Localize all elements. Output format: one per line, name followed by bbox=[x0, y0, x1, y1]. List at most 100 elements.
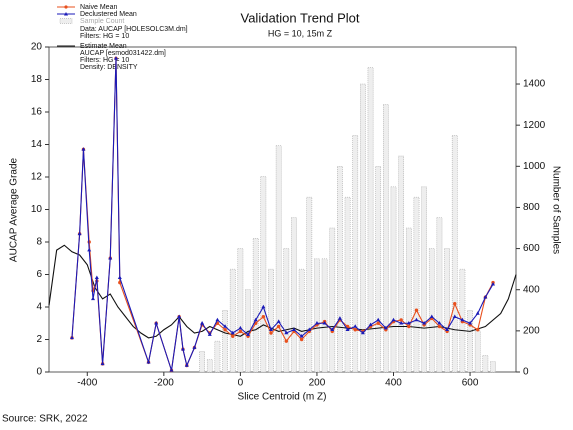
point bbox=[376, 321, 380, 325]
point bbox=[261, 304, 266, 309]
point bbox=[192, 345, 197, 349]
legend-symbol bbox=[64, 5, 68, 9]
legend-note: Filters: HG = 10 bbox=[80, 33, 129, 40]
y-tick-label: 16 bbox=[31, 107, 43, 118]
bar bbox=[275, 145, 282, 373]
legend-symbol bbox=[64, 12, 68, 16]
x-tick-label: 200 bbox=[309, 378, 326, 389]
point bbox=[284, 330, 289, 335]
point bbox=[483, 295, 488, 299]
point bbox=[491, 282, 496, 286]
point bbox=[337, 316, 342, 320]
y2-tick-label: 800 bbox=[523, 202, 540, 213]
point bbox=[223, 328, 227, 332]
y2-tick-label: 400 bbox=[523, 284, 540, 295]
point bbox=[91, 296, 96, 301]
point bbox=[180, 347, 185, 351]
legend-note: Density: DENSITY bbox=[80, 64, 138, 71]
point bbox=[468, 321, 473, 325]
point bbox=[330, 327, 335, 332]
x-tick-label: 0 bbox=[238, 378, 244, 389]
y-tick-label: 6 bbox=[36, 269, 42, 280]
y-axis-label: AUCAP Average Grade bbox=[9, 157, 20, 262]
bar bbox=[314, 258, 320, 373]
y-tick-label: 20 bbox=[31, 42, 43, 53]
point bbox=[399, 318, 403, 322]
point bbox=[276, 324, 281, 329]
point bbox=[407, 324, 411, 329]
point bbox=[376, 317, 381, 322]
y-tick-label: 0 bbox=[36, 367, 42, 378]
bar bbox=[467, 310, 473, 373]
bar bbox=[428, 248, 435, 373]
point bbox=[69, 335, 74, 340]
x-tick-label: -200 bbox=[154, 378, 174, 389]
legend-label: Estimate Mean bbox=[80, 43, 127, 50]
bar bbox=[252, 238, 259, 373]
point bbox=[200, 321, 205, 325]
bar bbox=[375, 166, 382, 373]
point bbox=[360, 330, 365, 335]
point bbox=[261, 315, 266, 319]
bar bbox=[383, 104, 389, 373]
series-line bbox=[71, 58, 494, 371]
bar bbox=[206, 359, 213, 373]
y-tick-label: 2 bbox=[36, 334, 42, 345]
x-tick-label: 600 bbox=[462, 378, 479, 389]
point bbox=[460, 317, 465, 322]
point bbox=[184, 363, 189, 367]
bar bbox=[474, 330, 481, 373]
bar bbox=[398, 155, 405, 373]
chart-subtitle: HG = 10, 15m Z bbox=[268, 28, 333, 38]
point bbox=[87, 247, 92, 252]
point bbox=[299, 337, 304, 342]
bar bbox=[360, 83, 366, 373]
y2-tick-label: 1000 bbox=[523, 161, 546, 172]
point bbox=[345, 327, 350, 332]
point bbox=[223, 324, 228, 328]
y2-tick-label: 200 bbox=[523, 326, 540, 337]
point bbox=[353, 324, 358, 328]
bar bbox=[298, 268, 305, 373]
bar bbox=[337, 166, 343, 373]
point bbox=[314, 321, 319, 325]
point bbox=[345, 324, 350, 329]
y2-tick-label: 600 bbox=[523, 243, 540, 254]
point bbox=[108, 256, 113, 260]
point bbox=[215, 317, 220, 322]
bar bbox=[482, 355, 489, 373]
legend-note: Filters: HG = 10 bbox=[80, 57, 129, 64]
bar bbox=[199, 351, 205, 373]
point bbox=[406, 321, 411, 325]
bar bbox=[405, 227, 412, 373]
bar bbox=[283, 248, 290, 373]
bar bbox=[329, 227, 336, 373]
legend: Naive Mean Declustered Mean Sample Count… bbox=[57, 4, 188, 71]
point bbox=[269, 327, 274, 332]
point bbox=[154, 321, 159, 325]
point bbox=[238, 329, 243, 334]
point bbox=[146, 360, 151, 364]
y-tick-label: 12 bbox=[31, 172, 43, 183]
bar bbox=[321, 258, 328, 373]
point bbox=[207, 332, 212, 336]
bar bbox=[421, 186, 427, 373]
point bbox=[414, 308, 419, 312]
series-line bbox=[48, 244, 517, 339]
point bbox=[231, 334, 235, 338]
bar bbox=[352, 135, 359, 373]
legend-label: Naive Mean bbox=[80, 4, 117, 11]
bar bbox=[490, 361, 496, 373]
point bbox=[177, 314, 182, 319]
y2-tick-label: 1400 bbox=[523, 79, 546, 90]
legend-note: Data: AUCAP [HOLESOLC3M.dm] bbox=[80, 26, 188, 33]
point bbox=[445, 327, 450, 332]
bar bbox=[444, 248, 450, 373]
x-axis-label: Slice Centroid (m Z) bbox=[238, 392, 327, 403]
point bbox=[429, 314, 434, 319]
point bbox=[383, 325, 388, 330]
point bbox=[476, 328, 480, 332]
legend-label: Declustered Mean bbox=[80, 11, 137, 18]
